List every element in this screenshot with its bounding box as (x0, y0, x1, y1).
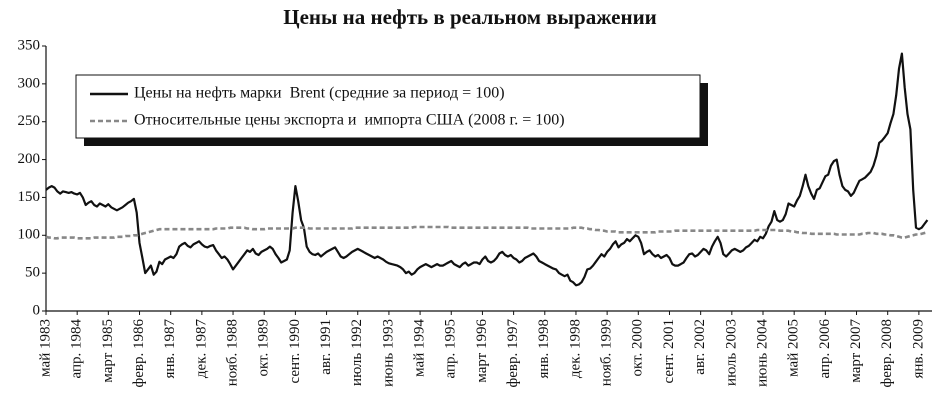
x-tick-label: март 2007 (848, 319, 864, 383)
y-tick-label: 300 (18, 75, 41, 91)
x-tick-label: апр. 1995 (443, 319, 459, 379)
y-tick-label: 50 (25, 265, 40, 281)
x-tick-label: янв. 2009 (910, 319, 926, 379)
legend-label: Цены на нефть марки Brent (средние за пе… (134, 85, 505, 102)
x-tick-label: окт. 1989 (256, 319, 272, 377)
data-line (45, 52, 929, 287)
x-tick-label: сент. 2001 (661, 319, 677, 383)
x-tick-label: февр. 1997 (505, 319, 521, 388)
x-tick-label: июль 2003 (723, 319, 739, 386)
x-tick-label: май 2005 (786, 319, 802, 377)
x-tick-label: дек. 1987 (193, 319, 209, 379)
y-tick-label: 0 (33, 302, 41, 318)
x-tick-label: нояб. 1988 (224, 319, 240, 386)
x-tick-label: янв. 1987 (162, 319, 178, 379)
x-tick-label: сент. 1990 (287, 319, 303, 383)
x-tick-label: март 1985 (100, 319, 116, 383)
x-tick-label: июнь 1993 (380, 319, 396, 387)
x-tick-label: июль 1992 (349, 319, 365, 386)
x-tick-label: окт. 2000 (630, 319, 646, 377)
y-tick-label: 350 (18, 37, 41, 53)
y-tick-label: 250 (18, 113, 41, 129)
legend-box (75, 74, 701, 139)
x-tick-label: март 1996 (474, 319, 490, 383)
x-tick-label: дек. 1998 (567, 319, 583, 378)
legend-label: Относительные цены экспорта и импорта СШ… (134, 112, 565, 129)
y-tick-label: 150 (18, 189, 41, 205)
x-tick-label: февр. 1986 (131, 319, 147, 388)
x-tick-label: май 1983 (37, 319, 53, 377)
x-tick-label: нояб. 1999 (599, 319, 615, 386)
x-tick-label: авг. 1991 (318, 319, 334, 375)
x-tick-label: апр. 1984 (69, 319, 85, 379)
chart-title: Цены на нефть в реальном выражении (283, 5, 657, 29)
y-tick-label: 200 (18, 151, 41, 167)
y-tick-label: 100 (18, 227, 41, 243)
x-tick-label: июнь 2004 (754, 319, 770, 387)
x-tick-label: авг. 2002 (692, 319, 708, 375)
data-line (45, 225, 928, 240)
x-tick-label: февр. 2008 (879, 319, 895, 387)
x-tick-label: апр. 2006 (817, 319, 833, 379)
x-tick-label: май 1994 (412, 319, 428, 377)
x-tick-label: янв. 1998 (536, 319, 552, 379)
